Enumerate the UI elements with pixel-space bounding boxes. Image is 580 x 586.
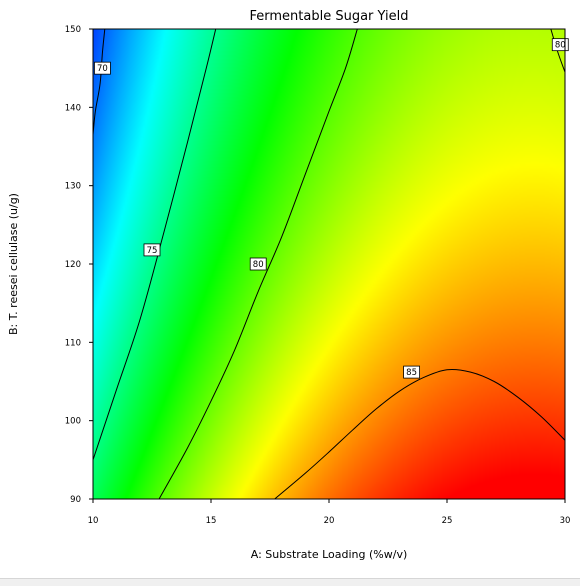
x-axis-label: A: Substrate Loading (%w/v) (251, 548, 408, 561)
y-tick-label: 140 (65, 103, 81, 113)
contour-line-85 (274, 368, 565, 499)
contour-label-text: 70 (97, 64, 108, 74)
contour-line-80 (158, 29, 358, 499)
contour-label-box (249, 257, 267, 271)
plot-area: 70 75 80 80 85 (92, 28, 569, 500)
contour-line-80 (550, 29, 565, 73)
y-axis: 90 100 110 120 130 140 150 (65, 25, 93, 505)
x-tick-label: 30 (560, 516, 571, 526)
x-tick-label: 15 (206, 516, 217, 526)
contour-line-70 (93, 29, 106, 135)
contour-label-text: 85 (406, 368, 417, 378)
y-tick-label: 90 (70, 495, 81, 505)
x-tick-label: 20 (324, 516, 335, 526)
contour-label-70: 70 (94, 61, 111, 75)
x-tick-label: 25 (442, 516, 453, 526)
contour-label-text: 80 (555, 41, 566, 51)
contour-line-75 (93, 29, 217, 460)
contour-label-85: 85 (403, 365, 421, 379)
y-tick-label: 110 (65, 338, 81, 348)
contour-label-box (94, 61, 111, 75)
contour-lines (93, 29, 565, 499)
y-tick-label: 100 (65, 417, 81, 427)
contour-label-80: 80 (249, 257, 267, 271)
yield-heatmap (93, 29, 565, 499)
contour-label-text: 75 (147, 246, 158, 256)
x-tick-label: 10 (88, 516, 99, 526)
contour-label-80: 80 (551, 38, 569, 52)
contour-label-box (143, 243, 161, 257)
contour-label-75: 75 (143, 243, 161, 257)
y-tick-label: 130 (65, 182, 81, 192)
contour-label-box (403, 365, 421, 379)
x-axis: 10 15 20 25 30 (88, 499, 571, 526)
y-tick-label: 120 (65, 260, 81, 270)
contour-label-text: 80 (253, 260, 264, 270)
window-bottom-bar (0, 578, 580, 586)
y-axis-label: B: T. reesei cellulase (u/g) (7, 193, 20, 335)
contour-labels: 70 75 80 80 85 (94, 38, 569, 379)
y-tick-label: 150 (65, 25, 81, 35)
contour-label-box (551, 38, 569, 52)
chart-title: Fermentable Sugar Yield (250, 9, 409, 24)
